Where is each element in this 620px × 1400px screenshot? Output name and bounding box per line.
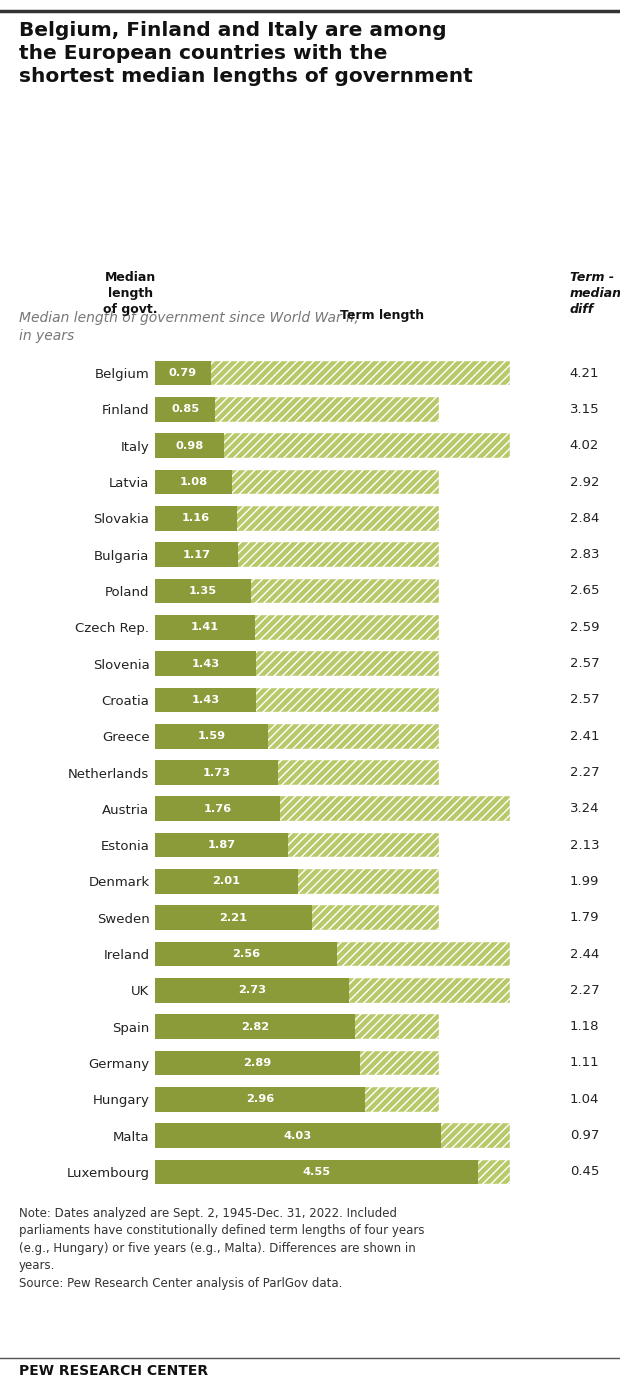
Text: 1.11: 1.11 xyxy=(570,1057,600,1070)
Text: 2.59: 2.59 xyxy=(570,620,600,634)
Bar xyxy=(155,361,211,385)
Text: Median length of government since World War II,
in years: Median length of government since World … xyxy=(19,311,358,343)
Text: 4.02: 4.02 xyxy=(570,440,599,452)
Text: 2.56: 2.56 xyxy=(232,949,260,959)
Bar xyxy=(155,615,255,640)
Bar xyxy=(155,942,337,966)
Bar xyxy=(155,906,438,930)
Bar xyxy=(155,797,280,822)
Bar xyxy=(155,578,250,603)
Text: 2.27: 2.27 xyxy=(570,766,600,778)
Bar xyxy=(155,1159,477,1184)
Bar xyxy=(155,505,237,531)
Bar xyxy=(155,542,238,567)
Text: 1.04: 1.04 xyxy=(570,1093,599,1106)
Bar xyxy=(155,869,298,893)
Bar xyxy=(155,434,510,458)
Bar xyxy=(155,760,438,785)
Text: 1.18: 1.18 xyxy=(570,1021,600,1033)
Text: 1.76: 1.76 xyxy=(203,804,231,813)
Text: 1.35: 1.35 xyxy=(189,587,217,596)
Bar xyxy=(155,651,438,676)
Bar xyxy=(155,542,438,567)
Bar xyxy=(155,361,510,385)
Bar xyxy=(155,470,232,494)
Bar xyxy=(155,979,510,1002)
Bar xyxy=(155,760,278,785)
Bar xyxy=(155,1050,360,1075)
Bar xyxy=(155,470,438,494)
Text: 2.92: 2.92 xyxy=(570,476,600,489)
Text: 2.21: 2.21 xyxy=(219,913,247,923)
Bar xyxy=(155,651,257,676)
Text: 2.41: 2.41 xyxy=(570,729,600,742)
Bar xyxy=(155,942,510,966)
Text: Median
length
of govt.: Median length of govt. xyxy=(103,272,157,316)
Text: 4.03: 4.03 xyxy=(284,1131,312,1141)
Text: Term -
median
diff: Term - median diff xyxy=(570,272,620,316)
Text: 0.45: 0.45 xyxy=(570,1165,599,1179)
Bar xyxy=(155,906,312,930)
Bar xyxy=(155,687,438,713)
Text: 4.55: 4.55 xyxy=(303,1166,330,1177)
Bar xyxy=(155,1014,355,1039)
Text: 2.57: 2.57 xyxy=(570,693,600,707)
Text: 2.83: 2.83 xyxy=(570,549,600,561)
Text: 1.16: 1.16 xyxy=(182,514,210,524)
Bar xyxy=(155,724,438,749)
Text: Belgium, Finland and Italy are among
the European countries with the
shortest me: Belgium, Finland and Italy are among the… xyxy=(19,21,472,85)
Text: 1.87: 1.87 xyxy=(207,840,236,850)
Text: 1.59: 1.59 xyxy=(197,731,226,741)
Bar xyxy=(155,833,288,857)
Text: 2.27: 2.27 xyxy=(570,984,600,997)
Text: 0.85: 0.85 xyxy=(171,405,199,414)
Bar xyxy=(155,687,257,713)
Text: 2.82: 2.82 xyxy=(241,1022,269,1032)
Text: 3.24: 3.24 xyxy=(570,802,600,815)
Text: 1.43: 1.43 xyxy=(192,658,220,669)
Text: 1.43: 1.43 xyxy=(192,694,220,704)
Bar xyxy=(155,398,215,421)
Text: 1.41: 1.41 xyxy=(191,622,219,633)
Text: 0.79: 0.79 xyxy=(169,368,197,378)
Text: 2.96: 2.96 xyxy=(246,1095,274,1105)
Text: 3.15: 3.15 xyxy=(570,403,600,416)
Text: 1.79: 1.79 xyxy=(570,911,600,924)
Bar xyxy=(155,1123,441,1148)
Text: 1.99: 1.99 xyxy=(570,875,599,888)
Text: Term length: Term length xyxy=(340,309,424,322)
Text: 2.01: 2.01 xyxy=(212,876,241,886)
Bar xyxy=(155,578,438,603)
Bar xyxy=(155,1086,438,1112)
Bar xyxy=(155,797,510,822)
Bar xyxy=(155,505,438,531)
Bar xyxy=(155,1014,438,1039)
Bar xyxy=(155,398,438,421)
Text: 2.57: 2.57 xyxy=(570,657,600,671)
Bar xyxy=(155,434,224,458)
Text: 2.89: 2.89 xyxy=(243,1058,272,1068)
Text: 2.84: 2.84 xyxy=(570,512,599,525)
Bar xyxy=(155,833,438,857)
Bar xyxy=(155,869,438,893)
Text: 1.73: 1.73 xyxy=(202,767,231,777)
Bar xyxy=(155,1159,510,1184)
Text: 2.13: 2.13 xyxy=(570,839,600,851)
Text: 4.21: 4.21 xyxy=(570,367,600,379)
Text: 2.73: 2.73 xyxy=(237,986,266,995)
Text: 0.98: 0.98 xyxy=(175,441,204,451)
Text: 0.97: 0.97 xyxy=(570,1128,599,1142)
Bar xyxy=(155,1050,438,1075)
Text: 2.65: 2.65 xyxy=(570,584,600,598)
Text: 1.08: 1.08 xyxy=(179,477,207,487)
Bar xyxy=(155,724,268,749)
Text: Note: Dates analyzed are Sept. 2, 1945-Dec. 31, 2022. Included
parliaments have : Note: Dates analyzed are Sept. 2, 1945-D… xyxy=(19,1207,424,1289)
Bar xyxy=(155,979,348,1002)
Text: 1.17: 1.17 xyxy=(182,550,210,560)
Bar xyxy=(155,615,438,640)
Bar xyxy=(155,1123,510,1148)
Text: PEW RESEARCH CENTER: PEW RESEARCH CENTER xyxy=(19,1364,208,1378)
Bar xyxy=(155,1086,365,1112)
Text: 2.44: 2.44 xyxy=(570,948,599,960)
